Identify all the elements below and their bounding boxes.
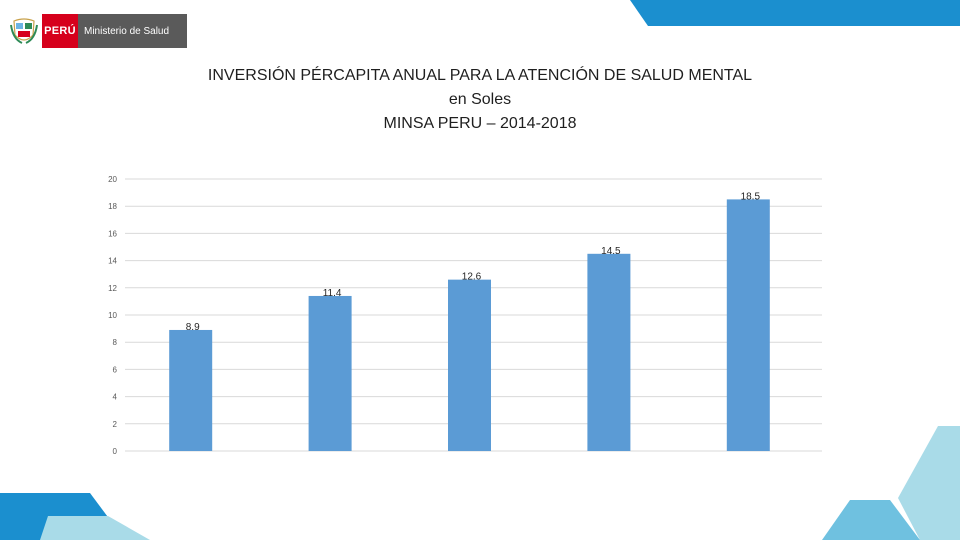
y-tick-label: 4 [113, 393, 118, 402]
chart-title-line-1: INVERSIÓN PÉRCAPITA ANUAL PARA LA ATENCI… [207, 67, 753, 84]
bar [726, 199, 770, 451]
chart-title-line-3: MINSA PERU – 2014-2018 [383, 115, 577, 132]
country-tag: PERÚ [42, 14, 78, 48]
bar [169, 329, 213, 451]
y-tick-label: 20 [108, 175, 117, 184]
data-label: 12.6 [462, 272, 482, 283]
y-tick-label: 2 [113, 420, 118, 429]
y-tick-label: 10 [108, 311, 117, 320]
ministry-logo: PERÚ Ministerio de Salud [10, 14, 187, 48]
y-tick-label: 8 [113, 338, 118, 347]
bar [448, 279, 491, 451]
y-tick-label: 16 [108, 229, 117, 238]
chart-title-line-2: en Soles [448, 91, 512, 108]
chart-title: INVERSIÓN PÉRCAPITA ANUAL PARA LA ATENCI… [150, 64, 810, 136]
y-tick-label: 12 [108, 284, 117, 293]
data-label: 18.5 [741, 191, 761, 202]
y-tick-label: 0 [113, 447, 118, 456]
data-label: 14.5 [601, 246, 621, 257]
y-tick-label: 14 [108, 257, 117, 266]
y-tick-label: 18 [108, 202, 117, 211]
ministry-name: Ministerio de Salud [78, 14, 187, 48]
decor-top-right-band [630, 0, 960, 26]
bar [308, 295, 352, 451]
data-label: 11.4 [323, 288, 342, 299]
coat-of-arms-icon [10, 15, 38, 47]
data-label: 8.9 [186, 322, 200, 333]
y-tick-label: 6 [113, 365, 118, 374]
bar [587, 253, 631, 451]
decor-bottom-right-mid [822, 500, 920, 540]
decor-bottom-left-light [40, 516, 150, 540]
decor-bottom-right-light [898, 426, 960, 540]
